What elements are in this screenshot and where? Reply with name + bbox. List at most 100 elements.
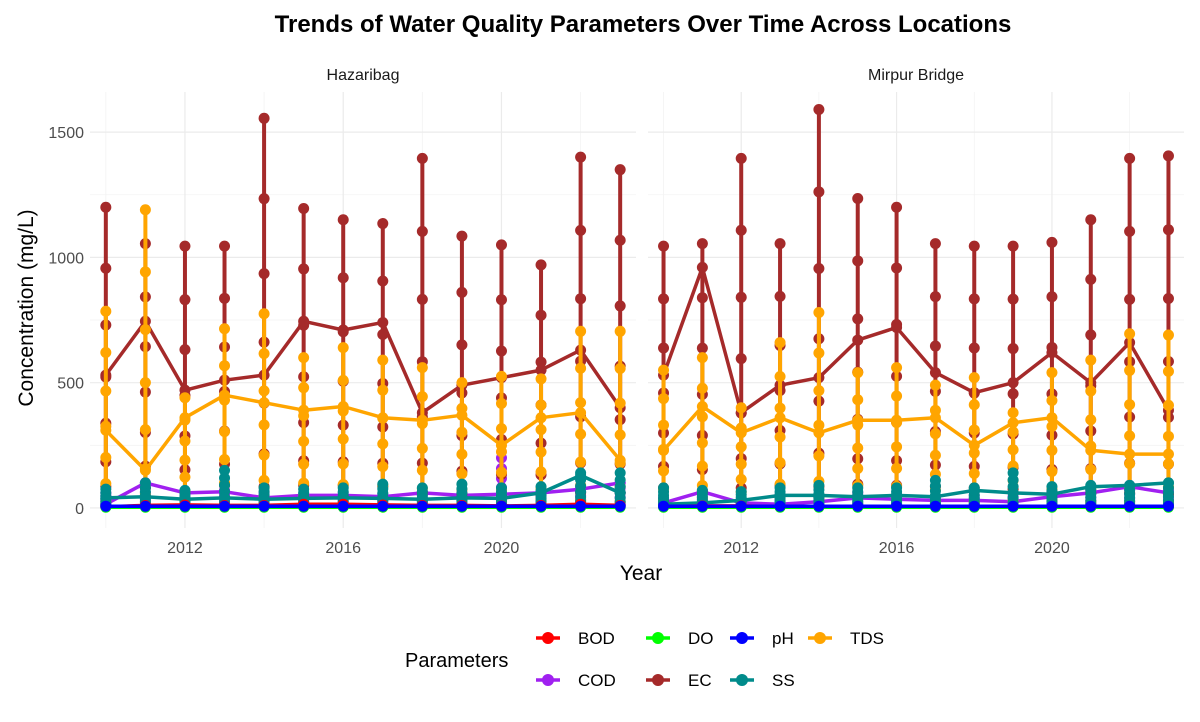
data-point <box>298 500 310 512</box>
data-point <box>1162 500 1174 512</box>
data-point <box>1046 488 1058 500</box>
data-point <box>774 482 786 494</box>
y-tick-label: 1000 <box>48 250 84 267</box>
data-point <box>1124 479 1136 491</box>
data-point <box>891 500 903 512</box>
data-point <box>179 384 191 396</box>
data-point <box>891 414 903 426</box>
data-point <box>1085 444 1097 456</box>
data-point <box>1046 291 1058 303</box>
data-point <box>774 337 786 349</box>
data-point <box>100 262 112 274</box>
x-tick-label: 2020 <box>484 540 520 557</box>
data-point <box>456 500 468 512</box>
legend-key-point <box>736 674 748 686</box>
data-point <box>614 397 626 409</box>
data-point <box>696 437 708 449</box>
data-point <box>968 500 980 512</box>
data-point <box>416 482 428 494</box>
data-point <box>1124 152 1136 164</box>
data-point <box>813 500 825 512</box>
data-point <box>337 482 349 494</box>
data-point <box>456 409 468 421</box>
data-point <box>891 482 903 494</box>
data-point <box>535 373 547 385</box>
data-point <box>1007 240 1019 252</box>
data-point <box>1007 487 1019 499</box>
data-point <box>1046 465 1058 477</box>
data-point <box>813 450 825 462</box>
series-tds <box>100 204 626 508</box>
data-point <box>968 240 980 252</box>
data-point <box>1085 414 1097 426</box>
legend-item-ph: pH <box>730 629 794 648</box>
data-point <box>1007 500 1019 512</box>
data-point <box>298 315 310 327</box>
data-point <box>813 347 825 359</box>
data-point <box>1046 395 1058 407</box>
data-point <box>337 458 349 470</box>
data-point <box>100 385 112 397</box>
data-point <box>219 292 231 304</box>
legend-title: Parameters <box>405 650 508 672</box>
data-point <box>575 362 587 374</box>
data-point <box>968 424 980 436</box>
legend-key-point <box>542 632 554 644</box>
data-point <box>535 356 547 368</box>
data-point <box>774 457 786 469</box>
data-point <box>337 500 349 512</box>
data-point <box>416 442 428 454</box>
legend-key-point <box>652 674 664 686</box>
data-point <box>658 364 670 376</box>
data-point <box>258 500 270 512</box>
data-point <box>535 309 547 321</box>
data-point <box>968 372 980 384</box>
data-point <box>100 424 112 436</box>
data-point <box>456 478 468 490</box>
data-point <box>1124 225 1136 237</box>
series-ph <box>100 500 626 512</box>
data-point <box>416 414 428 426</box>
data-point <box>377 461 389 473</box>
data-point <box>929 491 941 503</box>
data-point <box>575 469 587 481</box>
y-tick-label: 0 <box>75 501 84 518</box>
data-point <box>735 427 747 439</box>
data-point <box>575 456 587 468</box>
data-point <box>416 152 428 164</box>
y-tick-label: 500 <box>57 376 84 393</box>
data-point <box>696 382 708 394</box>
data-point <box>658 444 670 456</box>
data-point <box>891 390 903 402</box>
data-point <box>139 464 151 476</box>
series-line <box>662 404 1169 456</box>
x-tick-label: 2016 <box>879 540 915 557</box>
data-point <box>774 500 786 512</box>
data-point <box>535 500 547 512</box>
data-point <box>298 382 310 394</box>
data-point <box>179 240 191 252</box>
data-point <box>139 204 151 216</box>
data-point <box>337 272 349 284</box>
data-point <box>696 352 708 364</box>
data-point <box>696 460 708 472</box>
data-point <box>614 325 626 337</box>
data-point <box>1007 407 1019 419</box>
data-point <box>614 429 626 441</box>
legend-item-tds: TDS <box>808 629 884 648</box>
legend-key-point <box>542 674 554 686</box>
series-line <box>105 473 621 501</box>
data-point <box>1046 421 1058 433</box>
data-point <box>575 397 587 409</box>
x-tick-label: 2012 <box>723 540 759 557</box>
y-tick-label: 1500 <box>48 125 84 142</box>
data-point <box>179 500 191 512</box>
data-point <box>139 324 151 336</box>
data-point <box>1007 417 1019 429</box>
data-point <box>614 164 626 176</box>
legend-key-point <box>652 632 664 644</box>
data-point <box>929 238 941 250</box>
x-axis-title: Year <box>620 562 662 585</box>
data-point <box>298 352 310 364</box>
data-point <box>813 263 825 275</box>
